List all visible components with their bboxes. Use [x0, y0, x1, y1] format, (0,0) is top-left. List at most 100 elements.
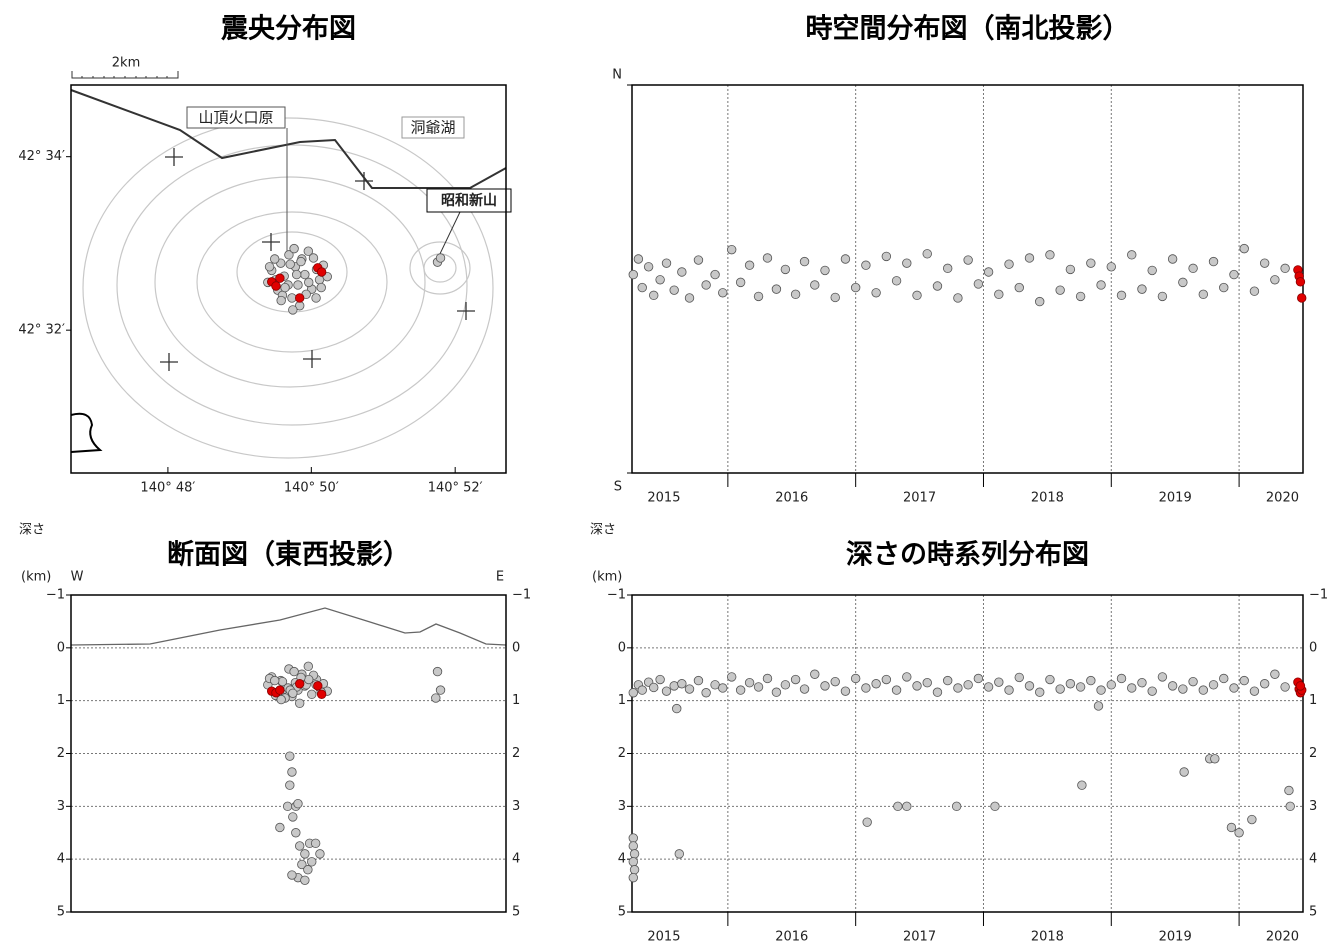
event-marker [1137, 678, 1147, 688]
event-marker [1024, 681, 1035, 691]
event-marker [963, 680, 973, 690]
event-marker [902, 801, 912, 812]
event-marker [1065, 264, 1076, 275]
y-tick-label: 3 [57, 799, 65, 814]
event-marker [922, 249, 932, 259]
event-marker [762, 673, 773, 684]
panel-title: 断面図（東西投影） [167, 540, 410, 571]
event-marker [275, 273, 285, 283]
event-marker [270, 254, 280, 264]
event-marker [315, 849, 325, 859]
event-marker [850, 282, 861, 293]
event-marker [983, 682, 994, 692]
y-tick-label: 3 [1309, 799, 1317, 814]
event-marker [310, 838, 321, 849]
x-tick-label: 2015 [647, 491, 680, 506]
event-marker [861, 683, 871, 693]
event-marker [1178, 684, 1188, 694]
y-tick-label: −1 [1309, 588, 1328, 603]
event-marker [1096, 280, 1106, 290]
event-marker [726, 672, 737, 682]
event-marker [726, 244, 737, 255]
y-tick-label: 1 [57, 693, 65, 708]
y-tick-label: 4 [618, 852, 626, 867]
event-marker [1285, 801, 1295, 812]
event-marker [942, 263, 953, 274]
y-tick-label: 0 [1309, 640, 1317, 655]
event-marker [314, 275, 325, 285]
event-marker [649, 290, 659, 301]
event-marker [296, 256, 306, 267]
event-marker [288, 688, 298, 698]
y-tick-label: 5 [57, 905, 65, 920]
y-tick-label: −1 [512, 588, 531, 603]
event-marker [893, 801, 903, 812]
event-marker [1004, 259, 1014, 269]
event-marker [1270, 275, 1280, 285]
event-marker [1093, 701, 1104, 711]
event-marker [1270, 669, 1280, 679]
event-marker [316, 282, 326, 293]
event-marker [628, 841, 638, 851]
event-marker [432, 666, 443, 677]
event-marker [313, 681, 323, 691]
y-tick-label: 4 [57, 852, 65, 867]
event-marker [942, 675, 953, 686]
event-marker [1247, 814, 1257, 825]
y-tick-label: 1 [1309, 693, 1317, 708]
event-marker [953, 293, 963, 303]
direction-label: E [496, 570, 504, 585]
event-marker [891, 276, 902, 286]
event-marker [1086, 258, 1096, 268]
event-marker [1284, 785, 1294, 796]
y-tick-label: S [614, 480, 622, 495]
event-marker [628, 833, 638, 843]
event-marker [771, 284, 782, 294]
y-tick-label: 1 [618, 693, 626, 708]
event-marker [289, 666, 299, 677]
event-marker [316, 689, 327, 700]
event-marker [862, 817, 872, 827]
event-marker [922, 678, 932, 688]
event-marker [718, 288, 728, 298]
event-marker [628, 872, 638, 883]
event-marker [677, 679, 687, 689]
event-marker [762, 253, 773, 263]
event-marker [1045, 674, 1055, 685]
x-tick-label: 2016 [775, 930, 808, 945]
map-label: 昭和新山 [441, 192, 497, 209]
event-marker [1178, 277, 1188, 288]
event-marker [1219, 673, 1229, 684]
event-marker [1198, 685, 1209, 695]
y-tick-label: 42° 32′ [18, 323, 65, 338]
y-tick-label: 3 [618, 799, 626, 814]
event-marker [629, 865, 640, 875]
event-marker [891, 685, 902, 695]
event-marker [902, 672, 912, 682]
event-marker [1259, 258, 1270, 268]
event-marker [1188, 676, 1198, 687]
direction-label: W [71, 570, 84, 585]
event-marker [291, 828, 301, 838]
event-marker [881, 251, 892, 262]
event-marker [799, 684, 810, 694]
event-marker [1226, 822, 1237, 833]
event-marker [672, 703, 682, 714]
event-marker [677, 267, 687, 277]
event-marker [1239, 675, 1249, 686]
event-marker [840, 686, 851, 696]
event-marker [820, 265, 830, 276]
y-tick-label: 2 [512, 746, 520, 761]
event-marker [649, 682, 659, 693]
event-marker [287, 293, 297, 303]
event-marker [1280, 682, 1290, 692]
event-marker [1045, 250, 1055, 260]
event-marker [693, 675, 704, 686]
event-marker [316, 267, 327, 277]
event-marker [661, 686, 672, 696]
event-marker [291, 269, 302, 280]
y-axis-label: 深さ [19, 523, 45, 538]
plot-frame [70, 84, 507, 474]
plot-frame [631, 594, 1304, 913]
